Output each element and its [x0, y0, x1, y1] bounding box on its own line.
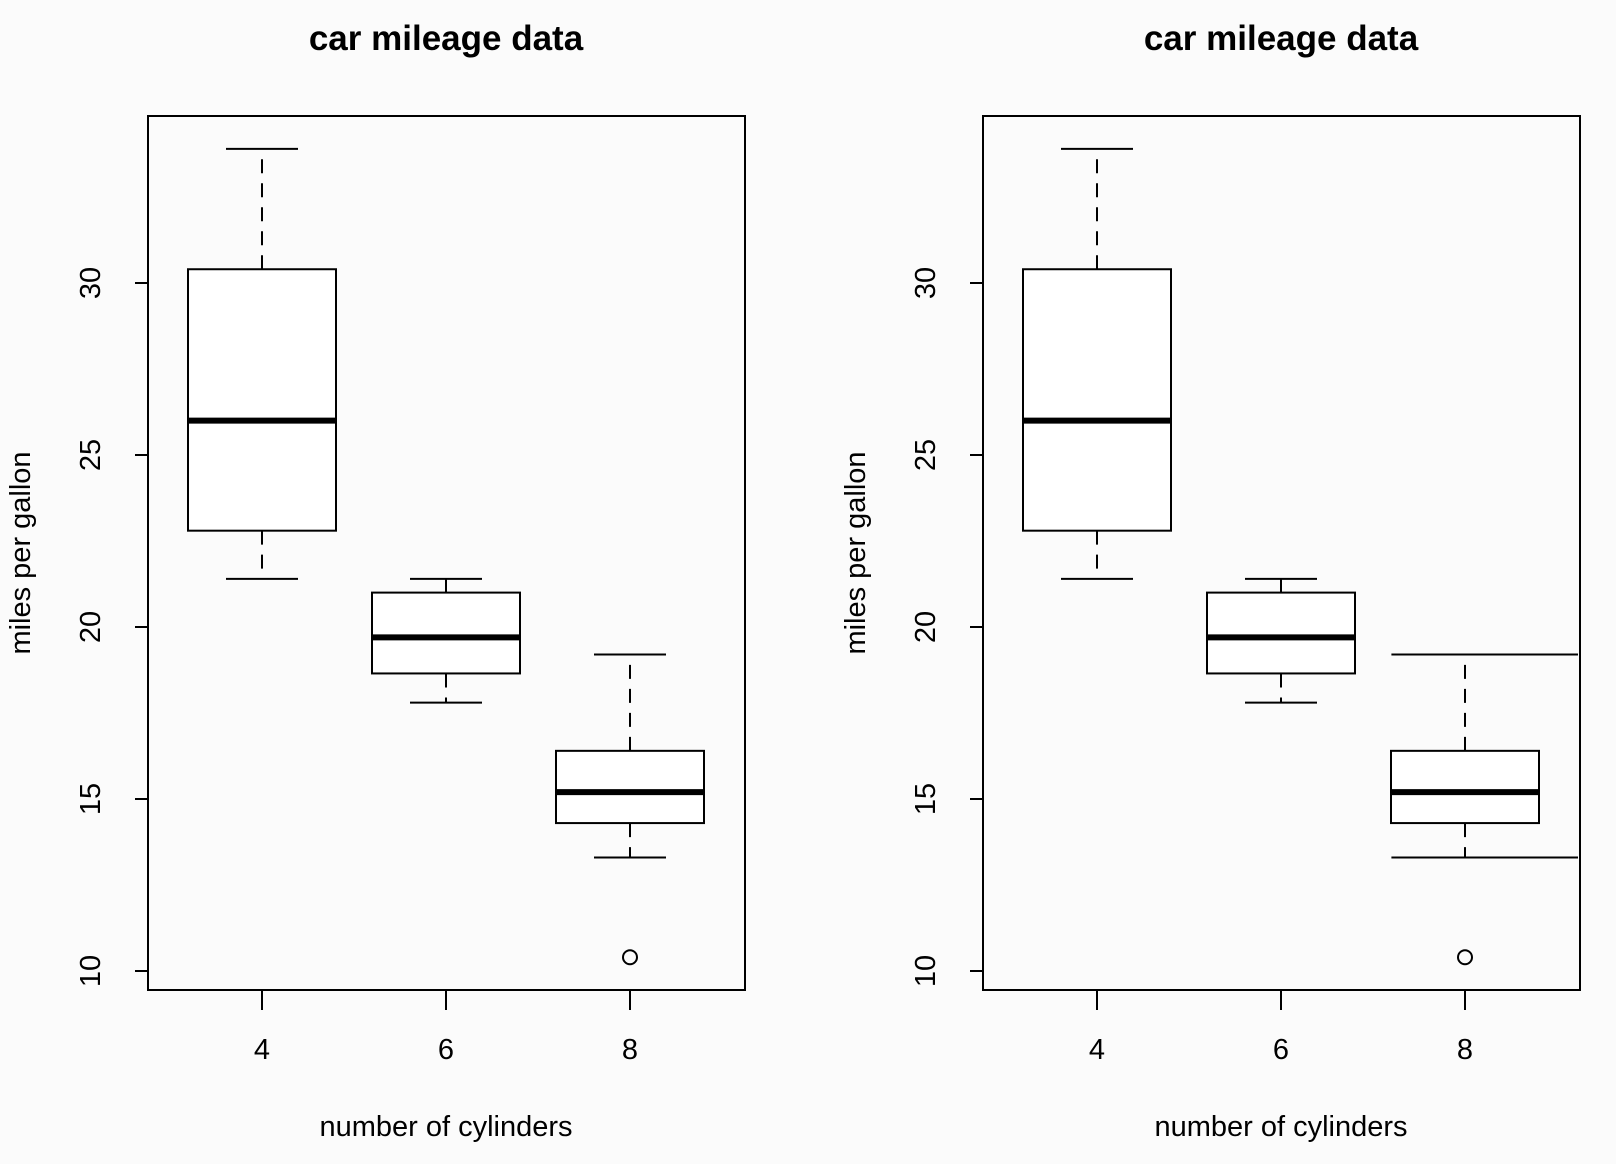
box-iqr: [1022, 268, 1172, 532]
chart-title: car mileage data: [309, 19, 584, 58]
y-tick-label: 25: [910, 439, 942, 471]
x-tick-label: 8: [1457, 1034, 1473, 1066]
y-tick-label: 30: [910, 267, 942, 299]
chart-panel-2: [970, 115, 1581, 1010]
chart-panel-1: [135, 115, 746, 1010]
plot-frame: [982, 115, 1581, 991]
box-iqr: [555, 749, 705, 825]
y-tick-label: 15: [910, 783, 942, 815]
y-tick-label: 10: [75, 955, 107, 987]
x-tick-label: 6: [438, 1034, 454, 1066]
x-tick-label: 6: [1273, 1034, 1289, 1066]
x-axis-label: number of cylinders: [1154, 1111, 1407, 1143]
x-axis-label: number of cylinders: [319, 1111, 572, 1143]
box-iqr: [1390, 749, 1540, 825]
y-tick-label: 20: [910, 611, 942, 643]
plot-frame: [147, 115, 746, 991]
y-tick-label: 15: [75, 783, 107, 815]
box-4-cyl: [1022, 147, 1172, 580]
x-tick-label: 8: [622, 1034, 638, 1066]
outlier-point: [622, 949, 638, 966]
outlier-point: [1457, 949, 1473, 966]
y-tick-label: 30: [75, 267, 107, 299]
y-axis-label: miles per gallon: [5, 451, 37, 654]
y-tick-label: 20: [75, 611, 107, 643]
box-8-cyl: [555, 653, 705, 966]
y-tick-label: 25: [75, 439, 107, 471]
box-8-cyl: [1390, 653, 1540, 966]
box-6-cyl: [1206, 577, 1356, 704]
box-iqr: [187, 268, 337, 532]
y-axis-label: miles per gallon: [840, 451, 872, 654]
box-iqr: [371, 591, 521, 675]
box-6-cyl: [371, 577, 521, 704]
x-tick-label: 4: [1089, 1034, 1105, 1066]
y-tick-label: 10: [910, 955, 942, 987]
box-4-cyl: [187, 147, 337, 580]
box-iqr: [1206, 591, 1356, 675]
x-tick-label: 4: [254, 1034, 270, 1066]
chart-title: car mileage data: [1144, 19, 1419, 58]
